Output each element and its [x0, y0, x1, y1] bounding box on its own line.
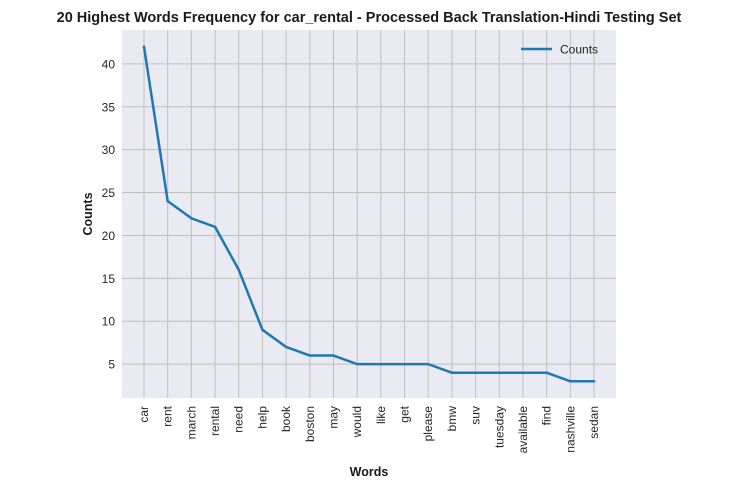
- data-point: [545, 371, 548, 374]
- x-tick-label: tuesday: [492, 406, 506, 448]
- y-tick-label: 25: [102, 186, 116, 200]
- data-point: [237, 268, 240, 271]
- data-point: [403, 362, 406, 366]
- x-tick-label: sedan: [587, 406, 601, 439]
- x-tick-label: rental: [208, 406, 222, 436]
- plot-area: [122, 30, 616, 398]
- data-point: [355, 362, 359, 366]
- data-point: [498, 371, 501, 374]
- y-tick-label: 10: [102, 315, 116, 329]
- data-point: [450, 371, 454, 374]
- y-tick-label: 40: [102, 57, 116, 71]
- x-tick-label: like: [374, 406, 388, 424]
- x-tick-label: would: [350, 406, 364, 438]
- x-tick-label: please: [421, 406, 435, 442]
- y-tick-label: 15: [102, 272, 116, 286]
- x-tick-labels: car rent march rental need help book boston may w…: [137, 405, 601, 453]
- data-point: [592, 380, 596, 383]
- x-tick-label: help: [255, 406, 269, 429]
- x-tick-label: car: [137, 406, 151, 423]
- y-tick-label: 20: [102, 229, 116, 243]
- y-tick-label: 30: [102, 143, 116, 157]
- x-tick-label: book: [279, 405, 293, 432]
- x-tick-label: available: [516, 406, 530, 454]
- x-axis-label: Words: [350, 465, 389, 479]
- data-point: [284, 345, 288, 349]
- data-point: [427, 362, 430, 366]
- data-point: [521, 371, 525, 374]
- x-tick-label: may: [326, 406, 340, 429]
- data-point: [213, 225, 217, 229]
- series-line-counts: [142, 45, 596, 383]
- y-axis-label: Counts: [81, 192, 95, 235]
- data-point: [474, 371, 477, 374]
- y-tick-label: 5: [108, 358, 115, 372]
- x-tick-label: rent: [161, 405, 175, 426]
- series: [142, 45, 596, 383]
- data-point: [166, 199, 169, 203]
- x-tick-label: bmw: [445, 406, 459, 432]
- data-point: [569, 380, 572, 383]
- x-tick-label: suv: [469, 406, 483, 425]
- x-tick-label: need: [232, 406, 246, 433]
- legend: Counts: [521, 43, 598, 57]
- legend-label-counts: Counts: [560, 43, 598, 57]
- x-tick-label: find: [540, 406, 554, 425]
- y-tick-label: 35: [102, 100, 116, 114]
- x-tick-label: get: [398, 405, 412, 422]
- data-point: [142, 45, 146, 48]
- chart-title: 20 Highest Words Frequency for car_renta…: [57, 10, 682, 26]
- x-tick-label: march: [184, 406, 198, 439]
- x-tick-label: boston: [303, 406, 317, 442]
- x-tick-label: nashville: [563, 406, 577, 453]
- data-point: [379, 362, 383, 366]
- data-point: [261, 328, 264, 332]
- data-point: [332, 354, 335, 357]
- y-tick-labels: 5 10 15 20 25 30 35 40: [102, 57, 116, 371]
- grid: [122, 30, 616, 398]
- data-point: [308, 354, 311, 357]
- data-point: [190, 217, 193, 220]
